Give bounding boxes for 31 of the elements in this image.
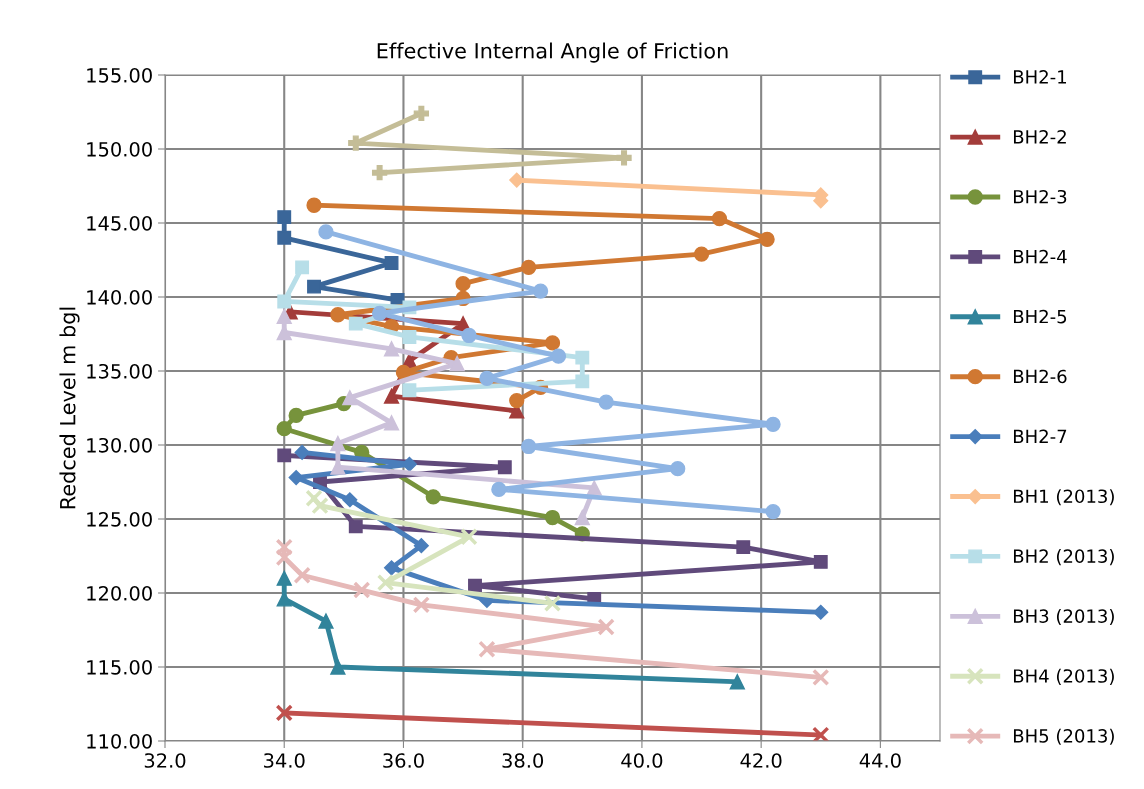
legend-label: BH5 (2013) — [1013, 728, 1114, 745]
legend-label: BH2-2 — [1013, 130, 1066, 144]
x-tick-label: 44.0 — [859, 753, 901, 768]
y-tick-label: 145.00 — [87, 215, 152, 231]
y-tick-label: 110.00 — [87, 733, 152, 749]
y-tick-label: 125.00 — [87, 511, 152, 527]
y-tick-label: 130.00 — [87, 437, 152, 453]
y-tick-label: 115.00 — [87, 659, 152, 675]
x-tick-label: 34.0 — [264, 753, 305, 768]
legend-label: BH2-4 — [1013, 249, 1067, 264]
legend-label: BH2-7 — [1013, 429, 1067, 443]
x-tick-label: 38.0 — [502, 753, 544, 768]
x-tick-label: 32.0 — [144, 753, 186, 768]
legend-label: BH3 (2013) — [1013, 608, 1114, 626]
y-tick-label: 135.00 — [87, 363, 152, 379]
legend-label: BH1 (2013) — [1013, 489, 1114, 506]
legend-label: BH2-5 — [1013, 309, 1067, 324]
y-axis-title: Redced Level m bgl — [59, 307, 80, 509]
y-tick-label: 140.00 — [87, 289, 152, 305]
chart-title: Effective Internal Angle of Friction — [377, 42, 728, 63]
y-tick-label: 150.00 — [87, 141, 152, 157]
y-tick-label: 155.00 — [87, 67, 152, 83]
x-tick-label: 40.0 — [621, 753, 663, 768]
legend-label: BH2-3 — [1013, 189, 1067, 204]
x-tick-label: 36.0 — [383, 753, 424, 768]
legend-label: BH2-1 — [1013, 70, 1067, 84]
legend-label: BH2 (2013) — [1013, 549, 1114, 566]
legend-label: BH4 (2013) — [1013, 668, 1114, 685]
legend-label: BH2-6 — [1013, 369, 1067, 384]
x-tick-label: 42.0 — [740, 753, 782, 768]
y-tick-label: 120.00 — [87, 585, 152, 601]
